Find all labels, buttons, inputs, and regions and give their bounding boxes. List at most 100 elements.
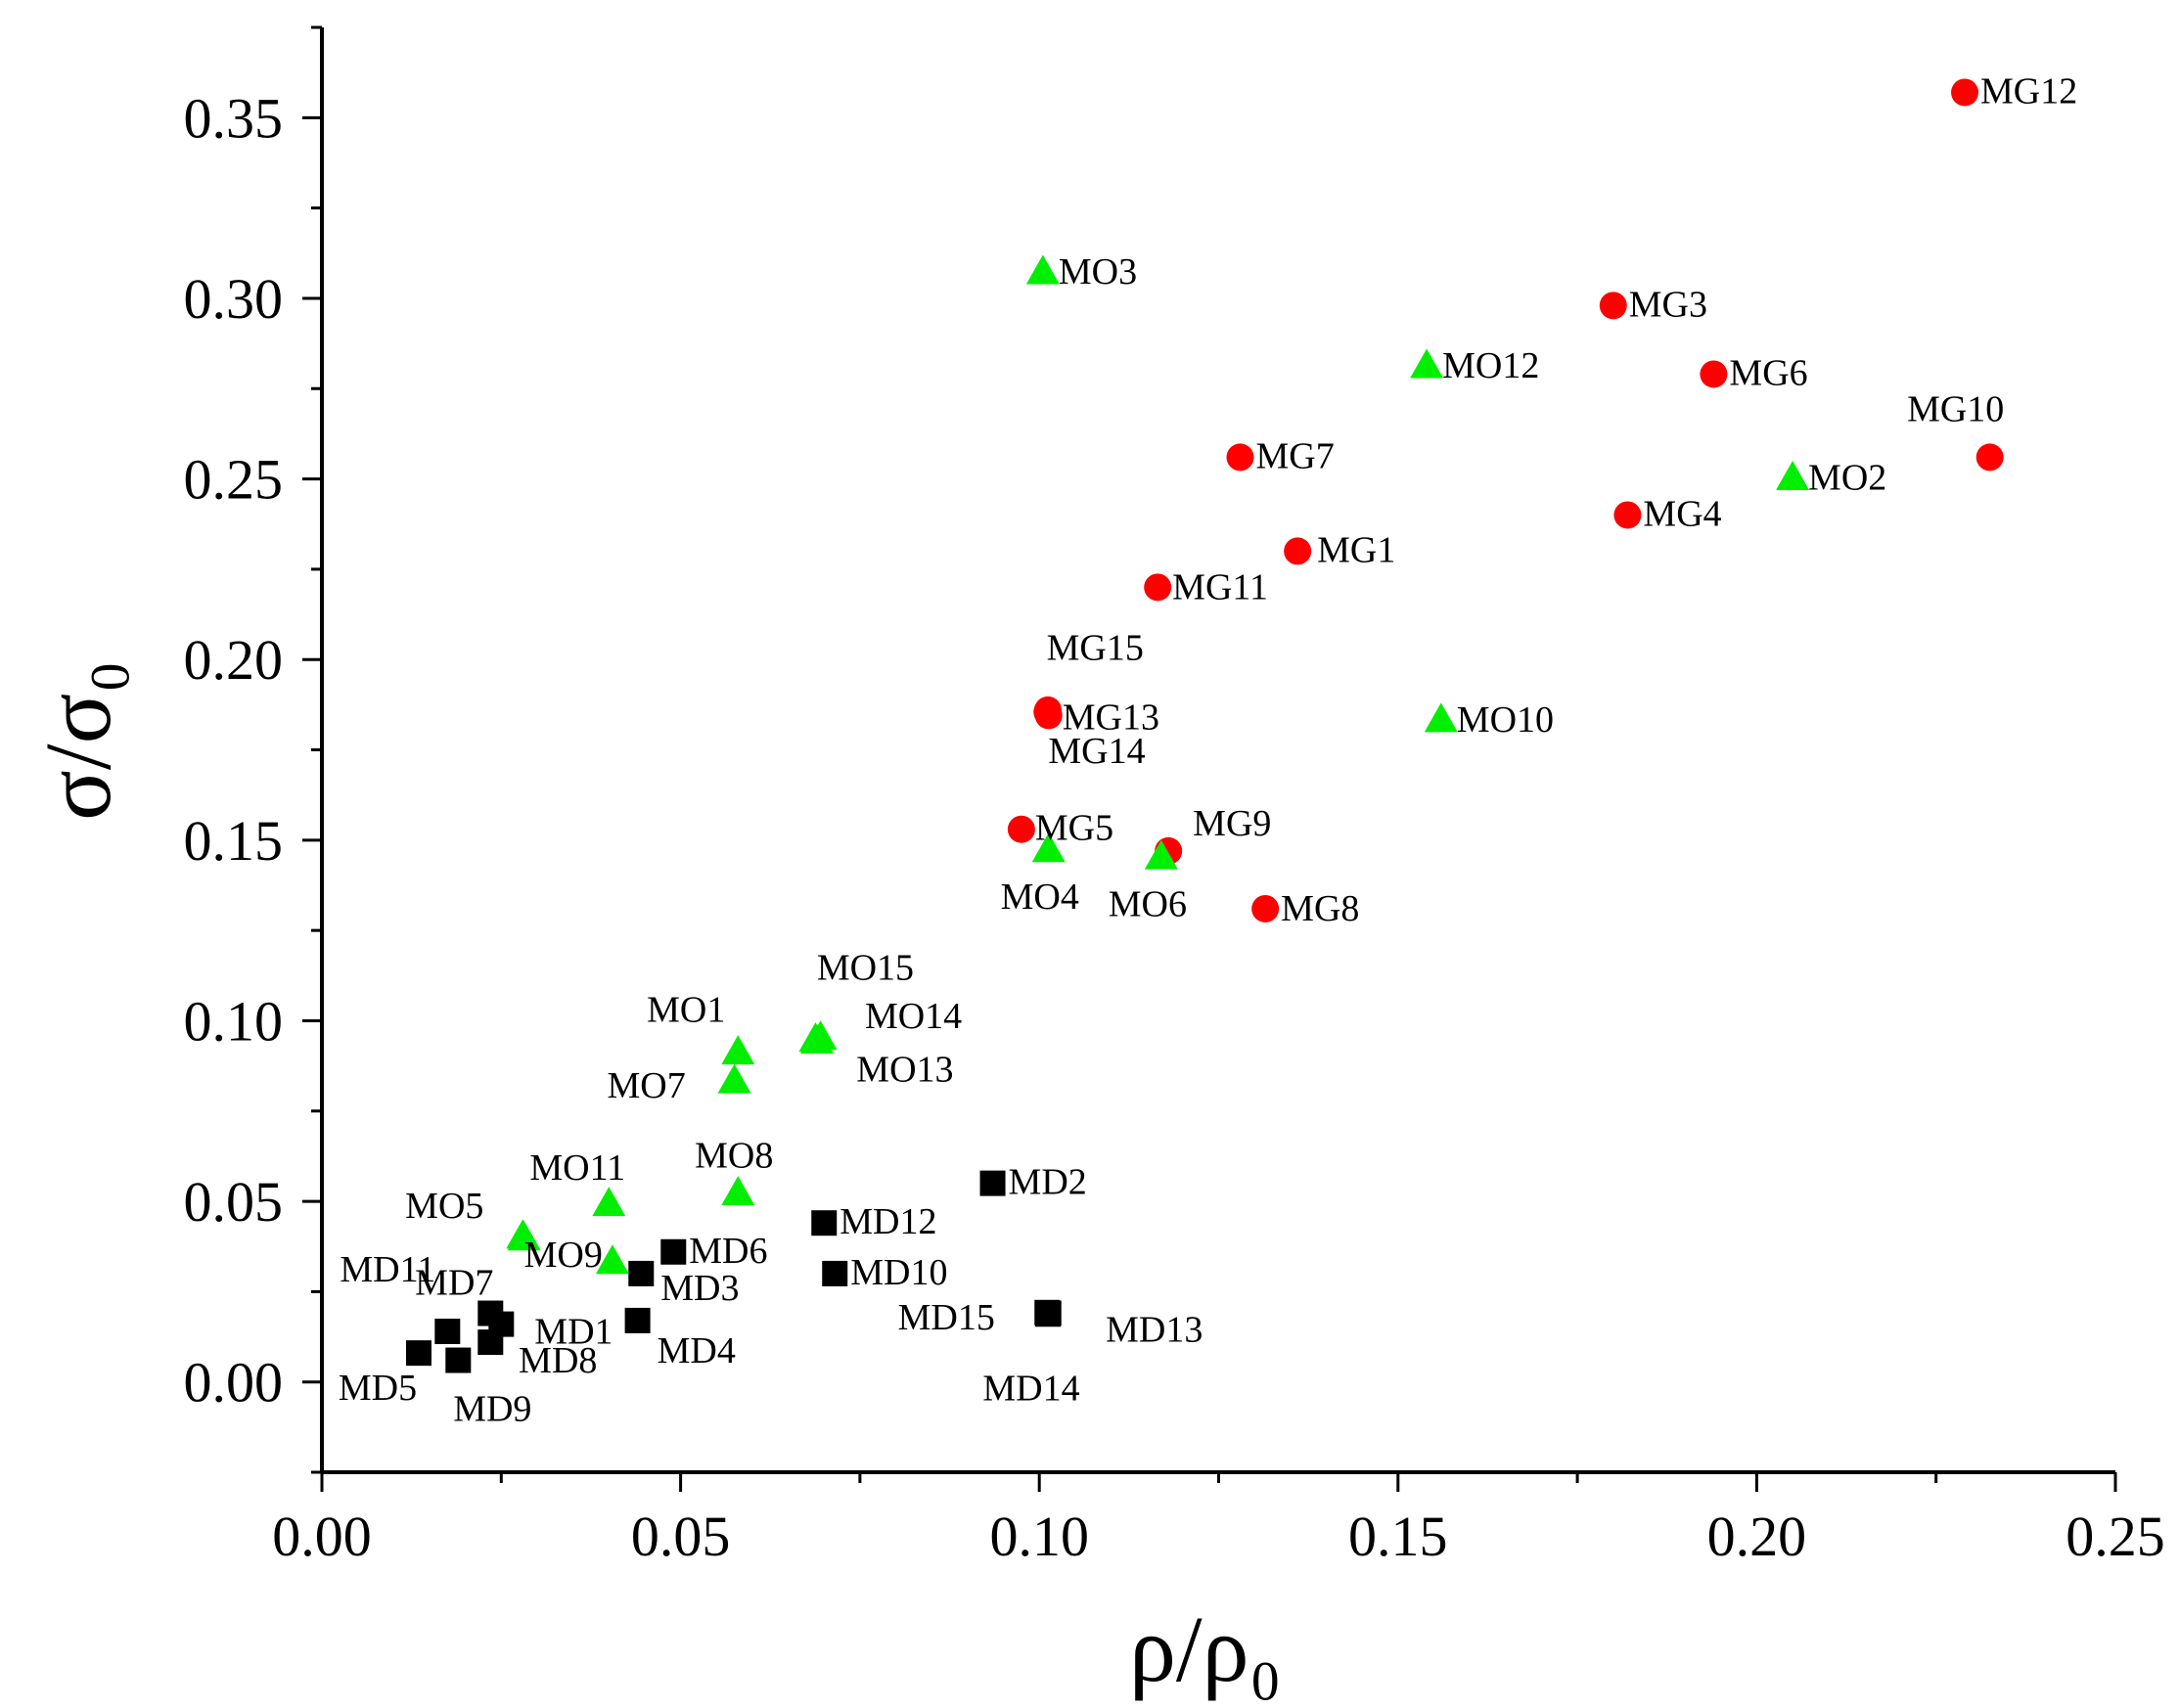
point-mg6 [1700,360,1728,388]
point-label-mg9: MG9 [1193,803,1271,844]
point-md8 [477,1329,504,1356]
point-mo [595,1244,629,1275]
point-label-mo14: MO14 [865,996,962,1037]
point-label-md6: MD6 [689,1231,767,1272]
point-mg7 [1226,443,1254,472]
x-tick-label: 0.15 [1348,1505,1448,1568]
point-mo4 [1031,832,1066,863]
point-md7 [477,1300,504,1326]
y-tick-label: 0.20 [184,628,284,692]
point-label-md13: MD13 [1106,1310,1203,1351]
point-label-mo8: MO8 [695,1136,773,1177]
y-tick-label: 0.30 [184,267,284,331]
y-tick-label: 0.05 [184,1170,284,1234]
point-label-mg4: MG4 [1643,493,1721,534]
point-label-md4: MD4 [658,1330,736,1371]
point-label-mo10: MO10 [1457,699,1554,741]
point-label-mg5: MG5 [1035,808,1113,849]
y-tick-label: 0.10 [184,989,284,1053]
point-mo6 [1144,839,1178,870]
point-label-mo3: MO3 [1059,251,1137,292]
point-label-mg12: MG12 [1980,70,2077,112]
axes: 0.00 0.05 0.10 0.15 0.20 0.25 0.00 0.05 0.10 0.15… [184,25,2165,1568]
point-mg10 [1975,443,2004,472]
y-tick-label: 0.15 [184,809,284,873]
x-axis-title: ρ/ρ₀ [1129,1596,1282,1701]
point-label-mo6: MO6 [1109,883,1187,924]
point-label-md15: MD15 [898,1297,995,1338]
point-label-mg14: MG14 [1048,731,1145,772]
point-label-md7: MD7 [415,1263,493,1304]
point-label-md14: MD14 [982,1368,1079,1409]
point-md15 [1034,1299,1061,1326]
point-md12 [811,1210,838,1236]
y-tick-label: 0.00 [184,1351,284,1415]
x-tick-label: 0.10 [989,1505,1089,1568]
point-mo12 [1410,348,1444,379]
point-md3 [628,1260,655,1286]
point-label-md2: MD2 [1009,1162,1087,1203]
x-tick-label: 0.20 [1707,1505,1807,1568]
point-mo7 [717,1063,751,1094]
point-md10 [822,1260,848,1286]
point-mg12 [1951,78,1979,107]
point-label-mg15: MG15 [1047,628,1144,669]
point-label-mg7: MG7 [1255,435,1334,476]
point-label-mo4: MO4 [1001,876,1079,918]
point-mg3 [1599,292,1627,320]
point-mg8 [1251,894,1280,922]
point-label-mg1: MG1 [1317,529,1395,570]
y-tick-label: 0.25 [184,448,284,512]
point-label-md10: MD10 [850,1252,947,1293]
point-label-mo2: MO2 [1808,458,1886,499]
data-points [405,78,2004,1373]
point-label-mo11: MO11 [529,1147,625,1189]
point-label-md1: MD1 [534,1312,613,1353]
point-md11 [434,1318,461,1344]
point-mg15 [1033,697,1062,726]
point-label-md8: MD8 [519,1340,597,1381]
point-md2 [979,1170,1006,1196]
point-mo2 [1776,460,1810,490]
point-mo11 [592,1187,626,1217]
point-mg4 [1613,501,1642,529]
point-mo15 [798,1022,833,1053]
point-label-md3: MD3 [660,1268,739,1309]
y-axis-title: σ/σ₀ [25,660,130,821]
point-label-md5: MD5 [339,1368,417,1409]
point-mg5 [1007,815,1035,843]
point-mo8 [721,1176,755,1206]
x-tick-label: 0.05 [631,1505,731,1568]
point-label-mo12: MO12 [1442,345,1539,386]
point-mg1 [1284,537,1312,565]
point-label-mg13: MG13 [1063,697,1159,738]
y-tick-label: 0.35 [184,86,284,150]
point-label-mg6: MG6 [1729,352,1807,393]
point-mo9 [507,1221,541,1251]
point-md6 [660,1238,687,1265]
point-label-mg11: MG11 [1172,566,1268,607]
point-label-md9: MD9 [453,1389,531,1430]
point-label-mg8: MG8 [1281,888,1359,929]
point-mo1 [721,1035,755,1065]
point-label-mo13: MO13 [856,1050,953,1091]
point-md5 [405,1340,431,1367]
point-mg11 [1144,573,1172,602]
x-tick-label: 0.25 [2066,1505,2165,1568]
point-labels: MD1 MD2 MD3 MD4 MD5 MD6 MD7 MD8 MD9 MD10 MD11 MD12 M… [339,70,2077,1429]
point-label-mo7: MO7 [607,1065,685,1106]
point-label-mo15: MO15 [817,948,914,989]
x-tick-label: 0.00 [272,1505,372,1568]
point-label-md12: MD12 [840,1201,936,1242]
point-md9 [445,1347,472,1373]
point-label-mo1: MO1 [647,990,725,1031]
point-label-mg10: MG10 [1907,388,2004,429]
point-md4 [624,1307,651,1333]
point-label-md11: MD11 [340,1249,435,1290]
point-label-mg3: MG3 [1629,284,1707,325]
point-mo10 [1424,702,1458,733]
point-label-mo5: MO5 [405,1186,483,1227]
point-mo3 [1025,254,1060,285]
